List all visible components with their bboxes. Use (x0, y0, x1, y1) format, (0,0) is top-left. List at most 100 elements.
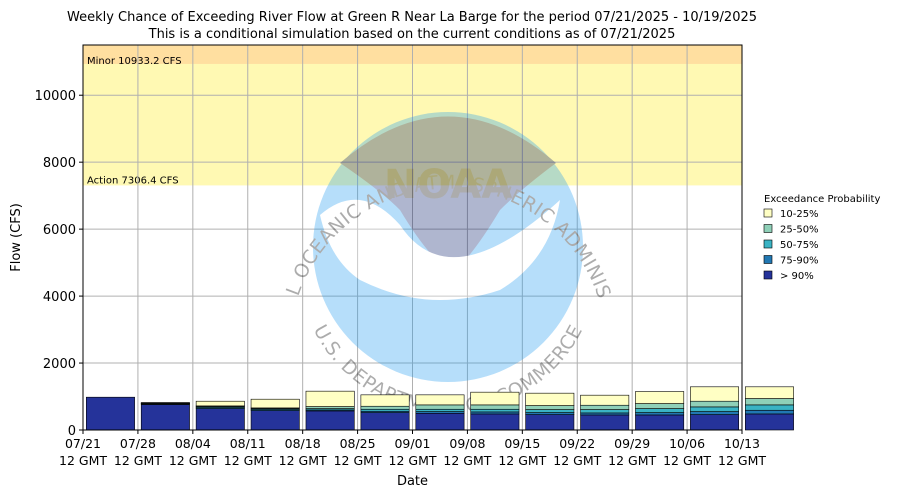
x-tick-date: 08/04 (175, 436, 211, 451)
bar-segment (580, 412, 630, 416)
bar-segment (525, 392, 575, 406)
bar-segment (360, 412, 410, 431)
bar-segment (195, 408, 245, 431)
bar-segment (690, 386, 740, 402)
bar-segment (305, 410, 355, 431)
legend-swatch (763, 255, 773, 264)
y-tick-label: 0 (68, 424, 76, 439)
legend-swatch (763, 224, 773, 233)
bar-segment (525, 405, 575, 410)
bar-segment (470, 408, 520, 413)
bar-segment (690, 406, 740, 412)
x-tick-date: 09/29 (614, 436, 650, 451)
bar-segment (580, 414, 630, 431)
x-tick-time: 12 GMT (498, 453, 546, 468)
bar-segment (415, 408, 465, 412)
x-tick-time: 12 GMT (334, 453, 382, 468)
bar-segment (470, 411, 520, 415)
noaa-emblem-circle (313, 112, 583, 382)
minor-threshold-label: Minor 10933.2 CFS (87, 56, 182, 67)
y-tick-label: 2000 (43, 357, 76, 372)
bar-segment (140, 402, 190, 404)
bar-segment (744, 404, 794, 411)
chart-subtitle: This is a conditional simulation based o… (148, 27, 676, 42)
bar-segment (360, 408, 410, 412)
x-tick-date: 08/18 (285, 436, 321, 451)
bar-segment (360, 405, 410, 410)
x-tick-date: 07/28 (120, 436, 156, 451)
x-tick-date: 09/22 (559, 436, 595, 451)
x-axis: 07/21 12 GMT 07/28 12 GMT 08/04 12 GMT 08/11 12… (59, 430, 766, 468)
bar-segment (470, 404, 520, 410)
x-tick-time: 12 GMT (224, 453, 272, 468)
bar-segment (635, 414, 685, 431)
bar-segment (305, 406, 355, 409)
bar-segment (360, 394, 410, 407)
x-tick-time: 12 GMT (279, 453, 327, 468)
x-tick-time: 12 GMT (114, 453, 162, 468)
y-axis: 0 2000 4000 6000 8000 10000 (35, 89, 83, 439)
legend-label: 75-90% (780, 256, 819, 267)
noaa-emblem-bird-top (340, 116, 556, 272)
y-tick-label: 4000 (43, 290, 76, 305)
noaa-emblem-gull (320, 199, 560, 300)
x-tick-time: 12 GMT (718, 453, 766, 468)
bar-segment (470, 391, 520, 406)
bar-segment (580, 394, 630, 406)
legend-swatch (763, 239, 773, 249)
bar-segment (635, 391, 685, 404)
legend-label: > 90% (780, 271, 814, 282)
bar-segment (305, 390, 355, 407)
x-tick-date: 10/06 (669, 436, 705, 451)
bar-segment (525, 414, 575, 431)
x-tick-date: 08/11 (230, 436, 266, 451)
bar-segment (580, 404, 630, 410)
bar-segment (690, 411, 740, 415)
x-tick-date: 08/25 (340, 436, 376, 451)
x-tick-date: 07/21 (65, 436, 101, 451)
y-tick-label: 10000 (35, 89, 76, 104)
bar-segment (635, 412, 685, 416)
bar-segment (744, 386, 794, 399)
bar-segment (690, 414, 740, 431)
action-threshold-label: Action 7306.4 CFS (87, 175, 179, 186)
chart-title: Weekly Chance of Exceeding River Flow at… (67, 10, 757, 25)
stacked-bars (85, 386, 794, 431)
bar-segment (415, 394, 465, 406)
bar-segment (85, 396, 135, 431)
bar-segment (525, 412, 575, 415)
legend-swatch (763, 208, 773, 218)
bar-segment (690, 400, 740, 408)
x-tick-time: 12 GMT (443, 453, 491, 468)
x-tick-time: 12 GMT (553, 453, 601, 468)
x-tick-date: 09/15 (504, 436, 540, 451)
legend-swatch (763, 270, 773, 280)
bar-segment (415, 404, 465, 410)
bar-segment (415, 412, 465, 431)
bar-segment (744, 413, 794, 431)
legend: Exceedance Probability 10-25% 25-50% 50-75%… (763, 194, 880, 282)
x-tick-time: 12 GMT (389, 453, 437, 468)
x-tick-date: 10/13 (724, 436, 760, 451)
bar-segment (580, 409, 630, 414)
legend-title: Exceedance Probability (764, 194, 880, 205)
x-tick-date: 09/08 (449, 436, 485, 451)
y-axis-label: Flow (CFS) (9, 203, 24, 272)
x-tick-time: 12 GMT (608, 453, 656, 468)
bar-segment (195, 400, 245, 407)
bar-segment (744, 398, 794, 406)
x-axis-label: Date (397, 474, 428, 489)
legend-label: 10-25% (780, 209, 819, 220)
bar-segment (140, 404, 190, 431)
x-tick-date: 09/01 (394, 436, 430, 451)
x-tick-time: 12 GMT (59, 453, 107, 468)
bar-segment (250, 410, 300, 431)
bar-segment (250, 398, 300, 409)
legend-label: 50-75% (780, 240, 819, 251)
legend-label: 25-50% (780, 225, 819, 236)
noaa-logo-text: NOAA (384, 162, 512, 208)
bar-segment (744, 409, 794, 415)
bar-segment (470, 413, 520, 431)
